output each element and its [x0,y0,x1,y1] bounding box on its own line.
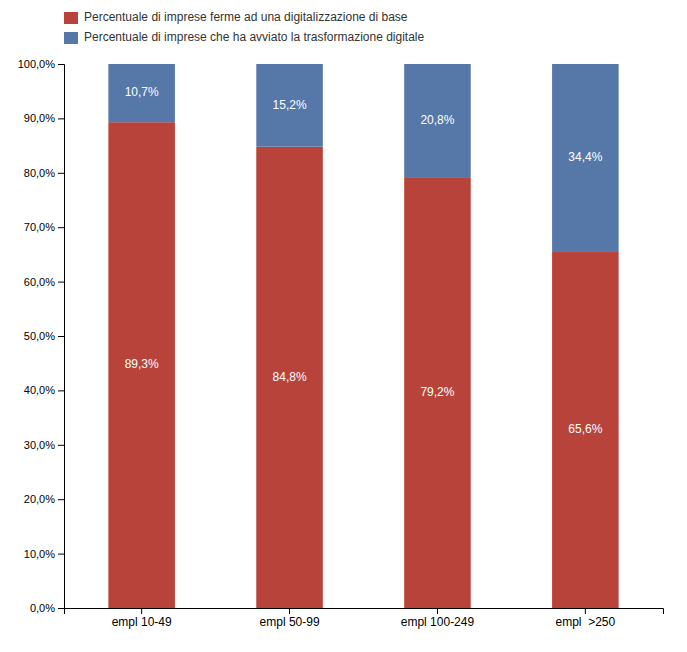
y-tick: 90,0% [24,112,64,124]
data-label: 65,6% [568,422,602,436]
plot: 0,0% 10,0% 20,0% 30,0% 40,0% 50,0% 60,0% 70,0% 8… [18,58,664,629]
y-axis-line [58,65,65,609]
y-tick-mark [58,282,64,283]
bar-series [108,64,618,251]
legend: Percentuale di imprese ferme ad una digi… [64,10,425,44]
legend-item: Percentuale di imprese ferme ad una digi… [64,10,408,24]
chart: 0,0% 10,0% 20,0% 30,0% 40,0% 50,0% 60,0% 70,0% 8… [0,0,687,652]
y-tick: 40,0% [24,384,64,396]
bars [108,64,618,608]
y-tick-label: 50,0% [24,330,55,342]
y-tick-label: 70,0% [24,221,55,233]
y-tick: 50,0% [24,330,64,342]
x-tick-mark [289,608,290,614]
x-tick-label: empl 10-49 [112,615,172,629]
y-tick-label: 80,0% [24,167,55,179]
data-label: 10,7% [125,85,159,99]
data-label: 84,8% [273,370,307,384]
x-tick-mark [585,608,586,614]
data-label: 89,3% [125,357,159,371]
bar [108,64,175,122]
y-tick: 60,0% [24,276,64,288]
x-tick-label: empl >250 [555,615,615,629]
legend-item: Percentuale di imprese che ha avviato la… [64,30,425,44]
bar [404,64,471,177]
bar [108,122,175,608]
x-tick-mark [437,608,438,614]
data-label: 20,8% [420,113,454,127]
x-axis-line [65,609,664,615]
y-tick-mark [58,445,64,446]
y-tick: 30,0% [24,439,64,451]
y-tick: 80,0% [24,167,64,179]
y-tick-mark [58,173,64,174]
data-label: 34,4% [568,150,602,164]
x-tick-label: empl 100-249 [401,615,475,629]
x-tick: empl 10-49 [112,608,172,629]
y-tick-mark [58,608,64,609]
legend-swatch [64,12,78,24]
legend-label: Percentuale di imprese che ha avviato la… [84,30,425,44]
y-axis: 0,0% 10,0% 20,0% 30,0% 40,0% 50,0% 60,0% 70,0% 8… [18,58,65,614]
x-axis: empl 10-49 empl 50-99 empl 100-249 empl >25… [65,608,664,629]
y-tick: 0,0% [30,602,64,614]
y-tick: 10,0% [24,548,64,560]
y-tick-label: 10,0% [24,548,55,560]
x-tick: empl 100-249 [401,608,475,629]
x-tick-label: empl 50-99 [260,615,320,629]
bar-series [108,122,618,608]
y-tick: 70,0% [24,221,64,233]
legend-swatch [64,32,78,44]
x-tick: empl 50-99 [260,608,320,629]
y-tick: 20,0% [24,493,64,505]
bar [256,147,323,608]
y-tick-label: 100,0% [18,58,56,70]
data-label: 79,2% [420,385,454,399]
y-tick-mark [58,118,64,119]
y-tick-mark [58,554,64,555]
x-tick: empl >250 [555,608,615,629]
bar [552,64,619,251]
y-tick-mark [58,390,64,391]
y-tick-label: 30,0% [24,439,55,451]
y-tick-label: 60,0% [24,276,55,288]
y-tick-label: 0,0% [30,602,55,614]
y-tick-mark [58,336,64,337]
y-tick-mark [58,64,64,65]
y-tick: 100,0% [18,58,64,70]
data-labels: 89,3% 84,8% 79,2% 65,6% 10,7% 15,2% 20,8% 34,4% [125,85,603,435]
legend-label: Percentuale di imprese ferme ad una digi… [84,10,408,24]
data-label: 15,2% [273,98,307,112]
y-tick-label: 40,0% [24,384,55,396]
y-tick-mark [58,227,64,228]
y-tick-label: 20,0% [24,493,55,505]
x-tick-mark [141,608,142,614]
bar [256,64,323,147]
y-tick-label: 90,0% [24,112,55,124]
y-tick-mark [58,499,64,500]
bar [552,251,619,608]
bar [404,177,471,608]
